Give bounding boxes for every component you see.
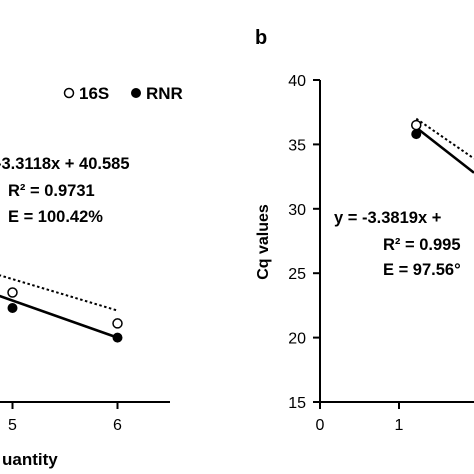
panel-a-fit-line-16s xyxy=(0,274,118,312)
panel-b-letter: b xyxy=(255,27,267,49)
panel-a-point-16s xyxy=(112,318,123,329)
panel-b-point-16s xyxy=(411,119,422,131)
panel-b-data xyxy=(411,117,474,174)
legend-rnr-marker xyxy=(131,88,141,98)
legend-rnr-label: RNR xyxy=(146,84,183,103)
panel-b-y-tick-label: 30 xyxy=(288,202,306,219)
panel-b-y-tick-label: 20 xyxy=(288,331,306,348)
panel-a-x-tick-label: 5 xyxy=(8,417,17,434)
panel-a-point-rnr xyxy=(112,332,123,343)
panel-a-equation: -3.3118x + 40.585 xyxy=(0,155,130,173)
panel-b-x-ticks: 012 xyxy=(316,402,474,434)
panel-a-point-16s xyxy=(7,287,18,298)
panel-a-x-axis-label: uantity xyxy=(2,450,58,469)
panel-a-point-rnr xyxy=(7,302,18,313)
panel-b-fit-line-rnr xyxy=(415,126,474,174)
panel-b-y-tick-label: 15 xyxy=(288,395,306,412)
panel-b-efficiency: E = 97.56° xyxy=(383,261,461,279)
panel-b-r-squared: R² = 0.995 xyxy=(383,236,461,254)
panel-b-x-tick-label: 0 xyxy=(316,417,325,434)
legend-16s-label: 16S xyxy=(79,84,109,103)
panel-a-x-tick-label: 6 xyxy=(113,417,122,434)
panel-b-y-tick-label: 40 xyxy=(288,73,306,90)
panel-b-y-tick-label: 25 xyxy=(288,266,306,283)
panel-b-y-axis-label: Cq values xyxy=(255,204,272,280)
panel-a-r-squared: R² = 0.9731 xyxy=(8,182,95,200)
panel-b-x-tick-label: 1 xyxy=(395,417,404,434)
panel-b-equation: y = -3.3819x + xyxy=(334,209,441,227)
panel-b-fit-line-16s xyxy=(415,117,474,160)
legend-16s-marker xyxy=(63,87,75,99)
panel-b-y-ticks: 15 20 25 30 35 40 xyxy=(288,73,320,412)
panel-a-data xyxy=(0,274,123,343)
legend: 16S RNR xyxy=(63,84,183,103)
panel-b-point-rnr xyxy=(411,129,422,140)
panel-b-y-tick-label: 35 xyxy=(288,137,306,154)
panel-a-efficiency: E = 100.42% xyxy=(8,208,103,226)
panel-a-fit-line-rnr xyxy=(0,294,118,339)
